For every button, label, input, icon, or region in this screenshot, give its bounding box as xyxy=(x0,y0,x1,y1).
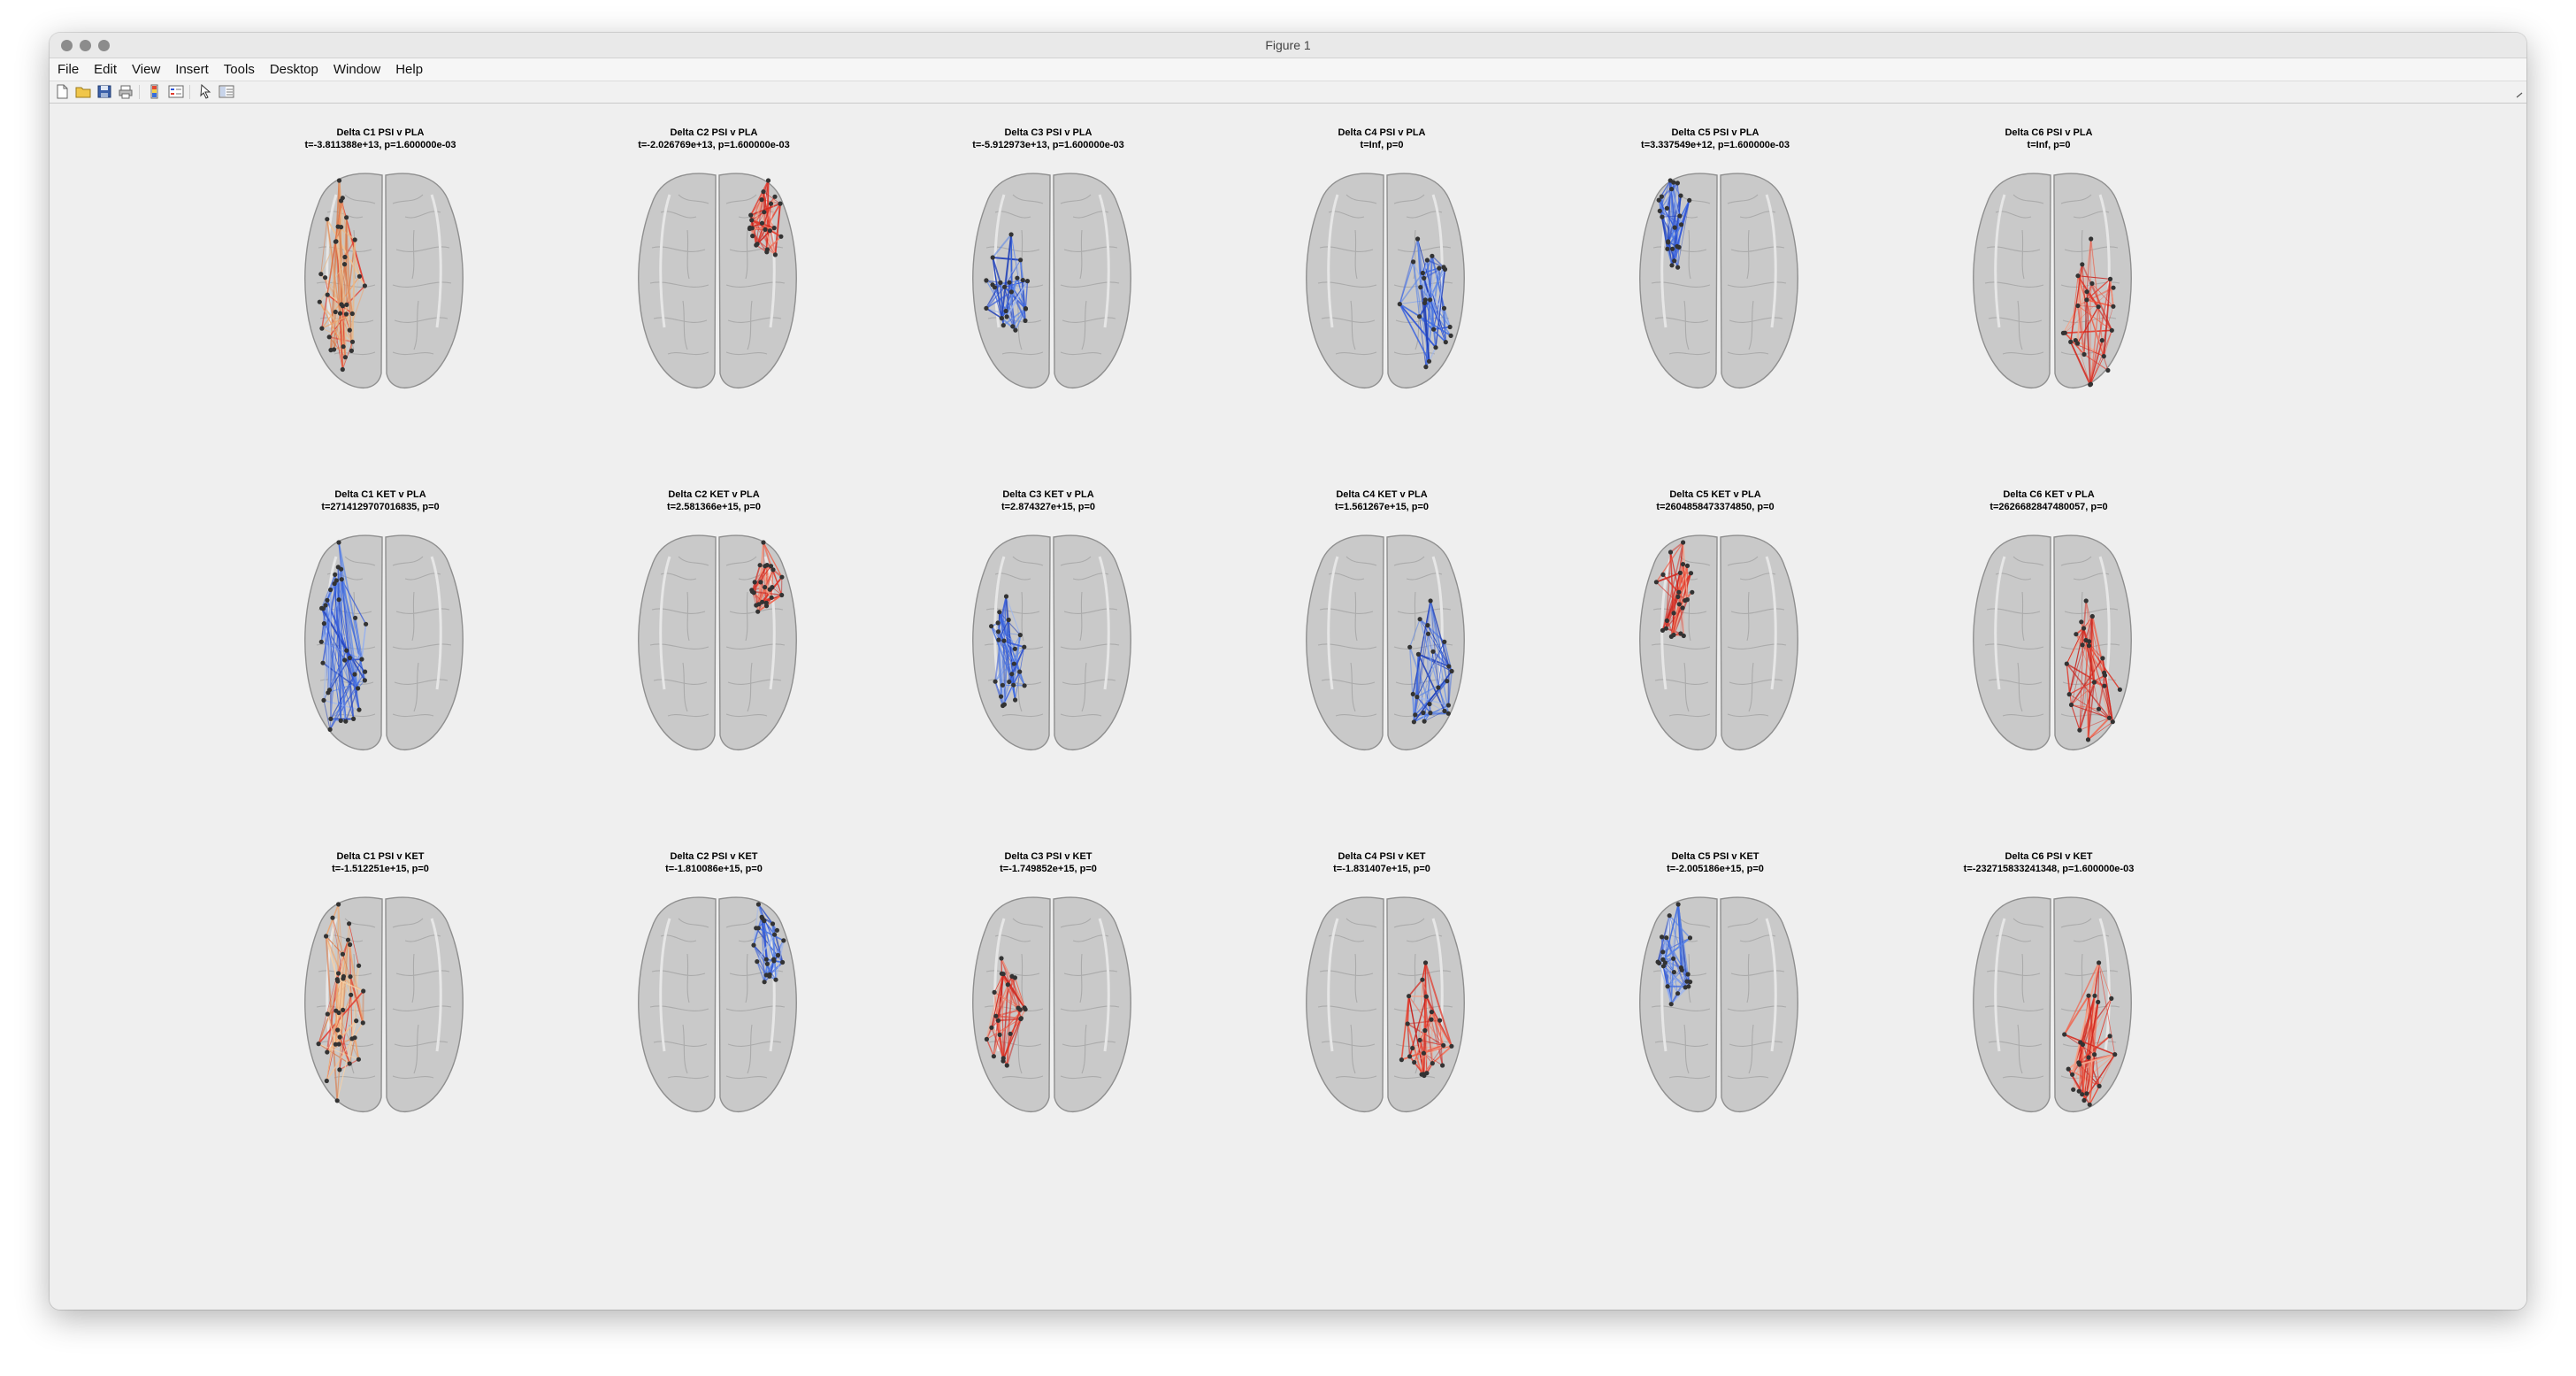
subplot-title: Delta C4 PSI v PLA xyxy=(1254,127,1510,139)
subplot-title: Delta C5 KET v PLA xyxy=(1587,489,1844,501)
subplot-stats: t=-1.512251e+15, p=0 xyxy=(252,864,509,875)
subplot-stats: t=-2.005186e+15, p=0 xyxy=(1587,864,1844,875)
subplot-panel[interactable]: Delta C2 PSI v KET t=-1.810086e+15, p=0 xyxy=(586,851,842,1143)
menu-help[interactable]: Help xyxy=(387,58,430,77)
menu-desktop[interactable]: Desktop xyxy=(262,58,326,77)
subplot-title: Delta C6 PSI v KET xyxy=(1920,851,2177,863)
subplot-panel[interactable]: Delta C5 KET v PLA t=2604858473374850, p=… xyxy=(1587,489,1844,781)
brain-connectivity-plot[interactable] xyxy=(1969,168,2135,391)
legend-icon[interactable] xyxy=(168,84,184,99)
subplot-panel[interactable]: Delta C3 PSI v PLA t=-5.912973e+13, p=1.6… xyxy=(920,127,1177,419)
subplot-stats: t=2626682847480057, p=0 xyxy=(1920,502,2177,513)
subplot-title: Delta C2 PSI v PLA xyxy=(586,127,842,139)
subplot-panel[interactable]: Delta C6 PSI v KET t=-232715833241348, p=… xyxy=(1920,851,2177,1143)
save-icon[interactable] xyxy=(96,84,112,99)
subplot-stats: t=1.561267e+15, p=0 xyxy=(1254,502,1510,513)
subplot-title: Delta C5 PSI v PLA xyxy=(1587,127,1844,139)
menu-tools[interactable]: Tools xyxy=(216,58,262,77)
subplot-title: Delta C5 PSI v KET xyxy=(1587,851,1844,863)
subplot-panel[interactable]: Delta C1 PSI v KET t=-1.512251e+15, p=0 xyxy=(252,851,509,1143)
brain-connectivity-plot[interactable] xyxy=(1302,530,1468,753)
brain-connectivity-plot[interactable] xyxy=(301,168,467,391)
figure-toolbar xyxy=(50,81,2526,104)
figure-window: Figure 1 File Edit View Insert Tools Desktop W… xyxy=(50,33,2526,1310)
subplot-stats: t=2714129707016835, p=0 xyxy=(252,502,509,513)
open-file-icon[interactable] xyxy=(75,84,91,99)
menu-insert[interactable]: Insert xyxy=(167,58,216,77)
brain-connectivity-plot[interactable] xyxy=(634,530,801,753)
subplot-title: Delta C1 PSI v KET xyxy=(252,851,509,863)
subplot-title: Delta C2 PSI v KET xyxy=(586,851,842,863)
subplot-stats: t=Inf, p=0 xyxy=(1920,140,2177,151)
brain-connectivity-plot[interactable] xyxy=(1636,892,1802,1115)
subplot-title: Delta C1 KET v PLA xyxy=(252,489,509,501)
toolbar-separator xyxy=(139,85,140,99)
subplot-panel[interactable]: Delta C2 KET v PLA t=2.581366e+15, p=0 xyxy=(586,489,842,781)
subplot-panel[interactable]: Delta C1 PSI v PLA t=-3.811388e+13, p=1.6… xyxy=(252,127,509,419)
subplot-panel[interactable]: Delta C4 PSI v PLA t=Inf, p=0 xyxy=(1254,127,1510,419)
toolbar-separator xyxy=(189,85,190,99)
subplot-panel[interactable]: Delta C6 PSI v PLA t=Inf, p=0 xyxy=(1920,127,2177,419)
subplot-title: Delta C6 KET v PLA xyxy=(1920,489,2177,501)
subplot-stats: t=2.581366e+15, p=0 xyxy=(586,502,842,513)
figure-canvas: Delta C1 PSI v PLA t=-3.811388e+13, p=1.6… xyxy=(50,104,2526,1310)
subplot-stats: t=-2.026769e+13, p=1.600000e-03 xyxy=(586,140,842,151)
subplot-title: Delta C4 KET v PLA xyxy=(1254,489,1510,501)
subplot-panel[interactable]: Delta C5 PSI v PLA t=3.337549e+12, p=1.60… xyxy=(1587,127,1844,419)
subplot-title: Delta C6 PSI v PLA xyxy=(1920,127,2177,139)
subplot-stats: t=-1.831407e+15, p=0 xyxy=(1254,864,1510,875)
menu-edit[interactable]: Edit xyxy=(86,58,124,77)
brain-connectivity-plot[interactable] xyxy=(301,530,467,753)
subplot-stats: t=3.337549e+12, p=1.600000e-03 xyxy=(1587,140,1844,151)
subplot-panel[interactable]: Delta C2 PSI v PLA t=-2.026769e+13, p=1.6… xyxy=(586,127,842,419)
brain-connectivity-plot[interactable] xyxy=(1969,530,2135,753)
subplot-panel[interactable]: Delta C4 PSI v KET t=-1.831407e+15, p=0 xyxy=(1254,851,1510,1143)
brain-connectivity-plot[interactable] xyxy=(1969,892,2135,1115)
toolbar-dock-icon[interactable] xyxy=(2516,88,2523,95)
subplot-stats: t=-232715833241348, p=1.600000e-03 xyxy=(1920,864,2177,875)
subplot-panel[interactable]: Delta C3 KET v PLA t=2.874327e+15, p=0 xyxy=(920,489,1177,781)
subplot-title: Delta C4 PSI v KET xyxy=(1254,851,1510,863)
subplot-panel[interactable]: Delta C3 PSI v KET t=-1.749852e+15, p=0 xyxy=(920,851,1177,1143)
pointer-icon[interactable] xyxy=(197,84,213,99)
brain-connectivity-plot[interactable] xyxy=(969,892,1135,1115)
brain-connectivity-plot[interactable] xyxy=(1636,530,1802,753)
brain-connectivity-plot[interactable] xyxy=(1636,168,1802,391)
window-title: Figure 1 xyxy=(50,38,2526,52)
subplot-title: Delta C1 PSI v PLA xyxy=(252,127,509,139)
brain-connectivity-plot[interactable] xyxy=(634,892,801,1115)
menu-window[interactable]: Window xyxy=(326,58,387,77)
subplot-stats: t=-3.811388e+13, p=1.600000e-03 xyxy=(252,140,509,151)
brain-connectivity-plot[interactable] xyxy=(1302,168,1468,391)
menu-file[interactable]: File xyxy=(50,58,86,77)
subplot-stats: t=Inf, p=0 xyxy=(1254,140,1510,151)
menu-view[interactable]: View xyxy=(124,58,167,77)
colorbar-icon[interactable] xyxy=(147,84,163,99)
subplot-title: Delta C3 PSI v PLA xyxy=(920,127,1177,139)
menu-bar: File Edit View Insert Tools Desktop Window Help xyxy=(50,58,2526,81)
property-inspector-icon[interactable] xyxy=(218,84,234,99)
brain-connectivity-plot[interactable] xyxy=(1302,892,1468,1115)
title-bar[interactable]: Figure 1 xyxy=(50,33,2526,58)
subplot-stats: t=2.874327e+15, p=0 xyxy=(920,502,1177,513)
subplot-title: Delta C2 KET v PLA xyxy=(586,489,842,501)
brain-connectivity-plot[interactable] xyxy=(634,168,801,391)
subplot-stats: t=-5.912973e+13, p=1.600000e-03 xyxy=(920,140,1177,151)
brain-connectivity-plot[interactable] xyxy=(969,530,1135,753)
subplot-panel[interactable]: Delta C1 KET v PLA t=2714129707016835, p=… xyxy=(252,489,509,781)
print-icon[interactable] xyxy=(118,84,134,99)
subplot-title: Delta C3 PSI v KET xyxy=(920,851,1177,863)
brain-connectivity-plot[interactable] xyxy=(969,168,1135,391)
subplot-title: Delta C3 KET v PLA xyxy=(920,489,1177,501)
subplot-panel[interactable]: Delta C4 KET v PLA t=1.561267e+15, p=0 xyxy=(1254,489,1510,781)
subplot-stats: t=-1.810086e+15, p=0 xyxy=(586,864,842,875)
subplot-stats: t=-1.749852e+15, p=0 xyxy=(920,864,1177,875)
new-figure-icon[interactable] xyxy=(54,84,70,99)
subplot-stats: t=2604858473374850, p=0 xyxy=(1587,502,1844,513)
brain-connectivity-plot[interactable] xyxy=(301,892,467,1115)
subplot-panel[interactable]: Delta C6 KET v PLA t=2626682847480057, p=… xyxy=(1920,489,2177,781)
subplot-panel[interactable]: Delta C5 PSI v KET t=-2.005186e+15, p=0 xyxy=(1587,851,1844,1143)
